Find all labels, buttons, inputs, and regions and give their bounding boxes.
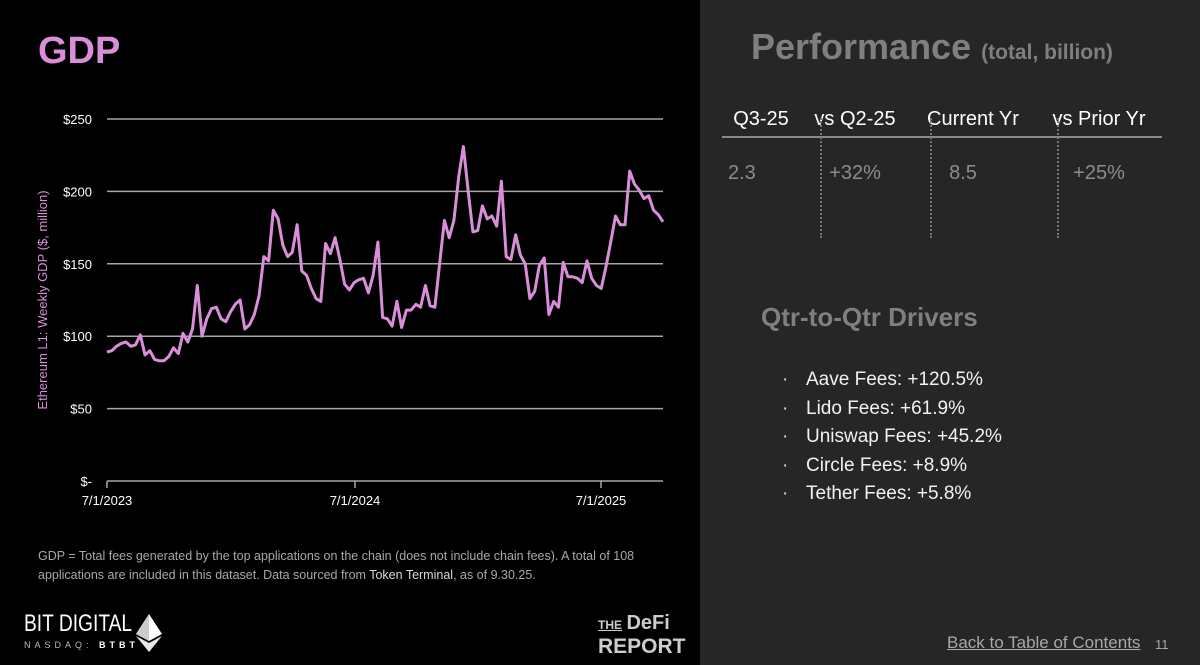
performance-panel: Performance (total, billion) Q3-25 vs Q2… (700, 0, 1200, 665)
driver-text: Circle Fees: +8.9% (806, 454, 968, 476)
column-divider (930, 118, 932, 238)
logo-name: BIT DIGITAL (24, 610, 133, 637)
bullet: · (782, 454, 789, 476)
column-divider (1057, 118, 1059, 238)
bullet: · (782, 369, 789, 390)
performance-title: Performance (total, billion) (751, 26, 1113, 68)
performance-table: Q3-25 vs Q2-25 Current Yr vs Prior Yr 2.… (722, 108, 1162, 238)
drivers-list: · Aave Fees: +120.5% · Lido Fees: +61.9% ·… (782, 366, 1002, 509)
table-header: Q3-25 vs Q2-25 Current Yr vs Prior Yr (722, 108, 1162, 138)
driver-text: Aave Fees: +120.5% (806, 369, 983, 390)
bullet: · (782, 483, 789, 504)
defi-report-logo: THE DeFi REPORT (598, 612, 686, 658)
value-vs-prior-yr: +25% (1073, 162, 1125, 184)
header-vs-q2-25: vs Q2-25 (814, 108, 896, 130)
logo-ticker: BTBT (99, 640, 140, 650)
list-item: · Uniswap Fees: +45.2% (782, 423, 1002, 452)
footnote-date: , as of 9.30.25. (453, 568, 536, 582)
drivers-title: Qtr-to-Qtr Drivers (761, 302, 978, 332)
x-tick-label: 7/1/2023 (82, 493, 133, 508)
y-tick-label: $250 (63, 112, 92, 127)
y-tick-label: $200 (63, 184, 92, 199)
driver-text: Uniswap Fees: +45.2% (806, 426, 1002, 447)
logo-ticker-line: NASDAQ: BTBT (24, 640, 159, 650)
logo-exchange: NASDAQ: (24, 640, 93, 650)
ethereum-icon (136, 614, 162, 652)
bit-digital-logo: BIT DIGITAL NASDAQ: BTBT (24, 610, 159, 650)
logo-defi: DeFi (626, 612, 670, 634)
driver-text: Lido Fees: +61.9% (806, 397, 965, 419)
footnote: GDP = Total fees generated by the top ap… (38, 547, 688, 585)
list-item: · Aave Fees: +120.5% (782, 366, 1002, 395)
header-current-yr: Current Yr (927, 108, 1019, 130)
footnote-text: GDP = Total fees generated by the top ap… (38, 549, 635, 582)
list-item: · Lido Fees: +61.9% (782, 395, 1002, 424)
back-to-toc-link[interactable]: Back to Table of Contents (947, 633, 1141, 652)
gdp-panel: GDP $- $50 $100 $150 $200 $250 7/1/2023 7/1/202… (24, 30, 688, 658)
performance-heading: Performance (751, 26, 972, 67)
page-number: 11 (1155, 637, 1169, 652)
x-tick-label: 7/1/2024 (330, 493, 381, 508)
list-item: · Circle Fees: +8.9% (782, 452, 1002, 481)
logo-report: REPORT (598, 635, 686, 658)
header-q3-25: Q3-25 (733, 108, 789, 130)
performance-subtitle: (total, billion) (981, 41, 1113, 64)
y-tick-label: $100 (63, 329, 92, 344)
driver-text: Tether Fees: +5.8% (806, 483, 972, 504)
column-divider (820, 118, 822, 238)
y-axis-label: Ethereum L1: Weekly GDP ($, million) (35, 190, 50, 409)
list-item: · Tether Fees: +5.8% (782, 480, 1002, 509)
y-tick-label: $50 (70, 402, 92, 417)
gdp-series-line (106, 145, 665, 363)
bullet: · (782, 426, 789, 447)
header-vs-prior-yr: vs Prior Yr (1052, 108, 1146, 130)
footnote-source: Token Terminal (369, 568, 454, 582)
value-vs-q2-25: +32% (829, 162, 881, 184)
logo-the: THE (598, 618, 622, 632)
bullet: · (782, 397, 789, 419)
value-current-yr: 8.5 (949, 162, 977, 184)
y-tick-label: $- (80, 474, 92, 489)
page-title: GDP (38, 30, 121, 72)
y-tick-label: $150 (63, 257, 92, 272)
value-q3-25: 2.3 (728, 162, 756, 184)
x-tick-label: 7/1/2025 (576, 493, 627, 508)
gdp-line-chart: $- $50 $100 $150 $200 $250 7/1/2023 7/1/2024 7/1… (35, 112, 665, 508)
table-row: 2.3 +32% 8.5 +25% (722, 138, 1162, 238)
